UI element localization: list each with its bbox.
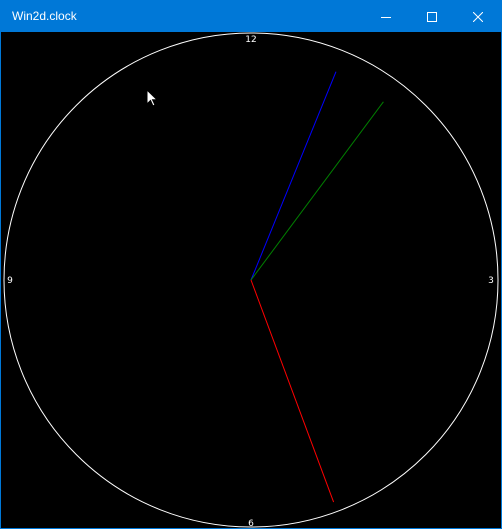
clock-face-svg: 12 3 6 9 [3,32,499,529]
window-controls [363,1,501,32]
close-button[interactable] [455,1,501,32]
window-title: Win2d.clock [12,9,77,23]
maximize-button[interactable] [409,1,455,32]
maximize-icon [427,11,437,22]
mouse-cursor-icon [146,89,158,107]
minimize-icon [381,16,391,18]
close-icon [473,11,483,22]
title-bar[interactable]: Win2d.clock [1,1,501,32]
hour-hand [250,71,337,281]
numeral-6: 6 [248,519,254,529]
clock-canvas: 12 3 6 9 [1,32,501,529]
minute-hand [250,101,384,281]
clock-face [3,32,499,528]
minimize-button[interactable] [363,1,409,32]
numeral-3: 3 [488,276,494,286]
numeral-9: 9 [7,276,13,286]
numeral-12: 12 [245,35,256,45]
second-hand [250,279,335,503]
